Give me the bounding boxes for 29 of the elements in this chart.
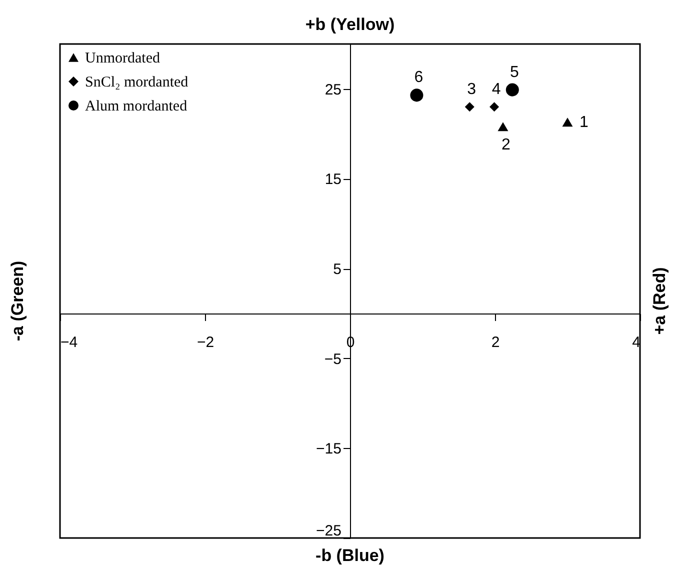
x-tick-label: 4 [632,334,640,351]
annotation: 6 [414,69,424,86]
point [464,102,474,112]
chart-title: +b (Yellow) [305,15,395,34]
legend-label: Alum mordanted [85,98,188,114]
y-tick-label: 25 [324,81,342,98]
point [506,83,519,96]
x-tick-label: 2 [491,334,500,351]
y-tick-label: −15 [316,440,342,458]
y-tick-label: 5 [333,261,342,278]
annotation: 1 [580,114,588,132]
point [490,102,500,112]
point [410,88,424,102]
point [562,118,573,127]
x-tick-label: −2 [196,334,214,351]
point [498,122,508,132]
x-axis-title: -b (Blue) [316,546,384,565]
annotation: 4 [492,80,501,98]
annotation: 3 [467,80,476,98]
y-tick-label: −5 [324,350,342,368]
y-tick-label: 15 [324,171,342,188]
y2-axis-title: +a (Red) [650,267,669,335]
y-axis-title: -a (Green) [8,260,27,342]
legend-label: SnCl₂ mordanted [85,74,189,90]
y-tick-label: −25 [316,522,342,540]
x-tick-label: −4 [60,334,78,351]
legend-label: Unmordated [85,50,160,66]
annotation: 2 [502,136,511,154]
annotation: 5 [510,64,519,81]
